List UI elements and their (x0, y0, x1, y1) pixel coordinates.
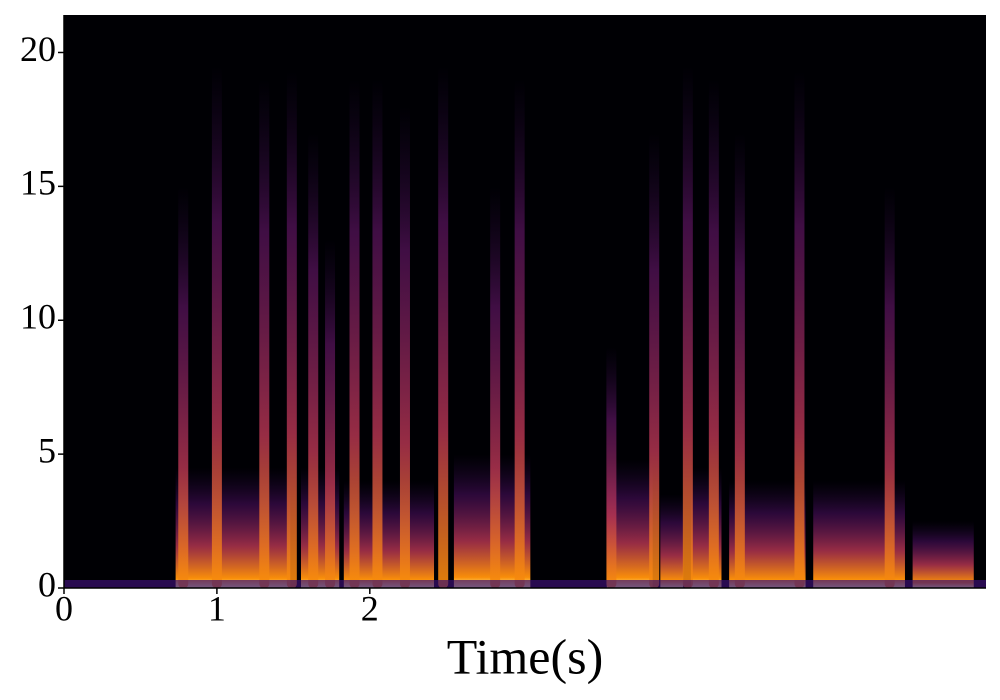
streak (178, 186, 189, 588)
y-tick-label: 10 (20, 297, 56, 337)
x-tick-label: 1 (208, 588, 226, 628)
streak (794, 71, 805, 588)
y-tick-label: 5 (38, 430, 56, 470)
streak (372, 79, 383, 588)
streak (308, 132, 319, 588)
y-tick-label: 20 (20, 29, 56, 69)
voiced-segment (660, 494, 684, 588)
streak (399, 106, 410, 588)
x-tick-label: 0 (55, 588, 73, 628)
noise-floor (64, 580, 986, 588)
streak (514, 79, 525, 588)
streak (708, 79, 719, 588)
x-axis-label: Time(s) (447, 628, 604, 684)
streak (286, 71, 297, 588)
streak (259, 79, 270, 588)
x-tick-label: 2 (361, 588, 379, 628)
streak (682, 65, 693, 588)
spectrogram (175, 65, 974, 588)
streak (438, 65, 449, 588)
voiced-segment (912, 521, 974, 588)
streak (606, 347, 617, 588)
y-tick-label: 0 (38, 564, 56, 604)
streak (734, 132, 745, 588)
voiced-segment (175, 467, 291, 588)
y-tick-label: 15 (20, 163, 56, 203)
streak (490, 186, 501, 588)
streak (884, 186, 895, 588)
streak (349, 79, 360, 588)
streak (325, 239, 336, 588)
streak (649, 132, 660, 588)
streak (211, 65, 222, 588)
